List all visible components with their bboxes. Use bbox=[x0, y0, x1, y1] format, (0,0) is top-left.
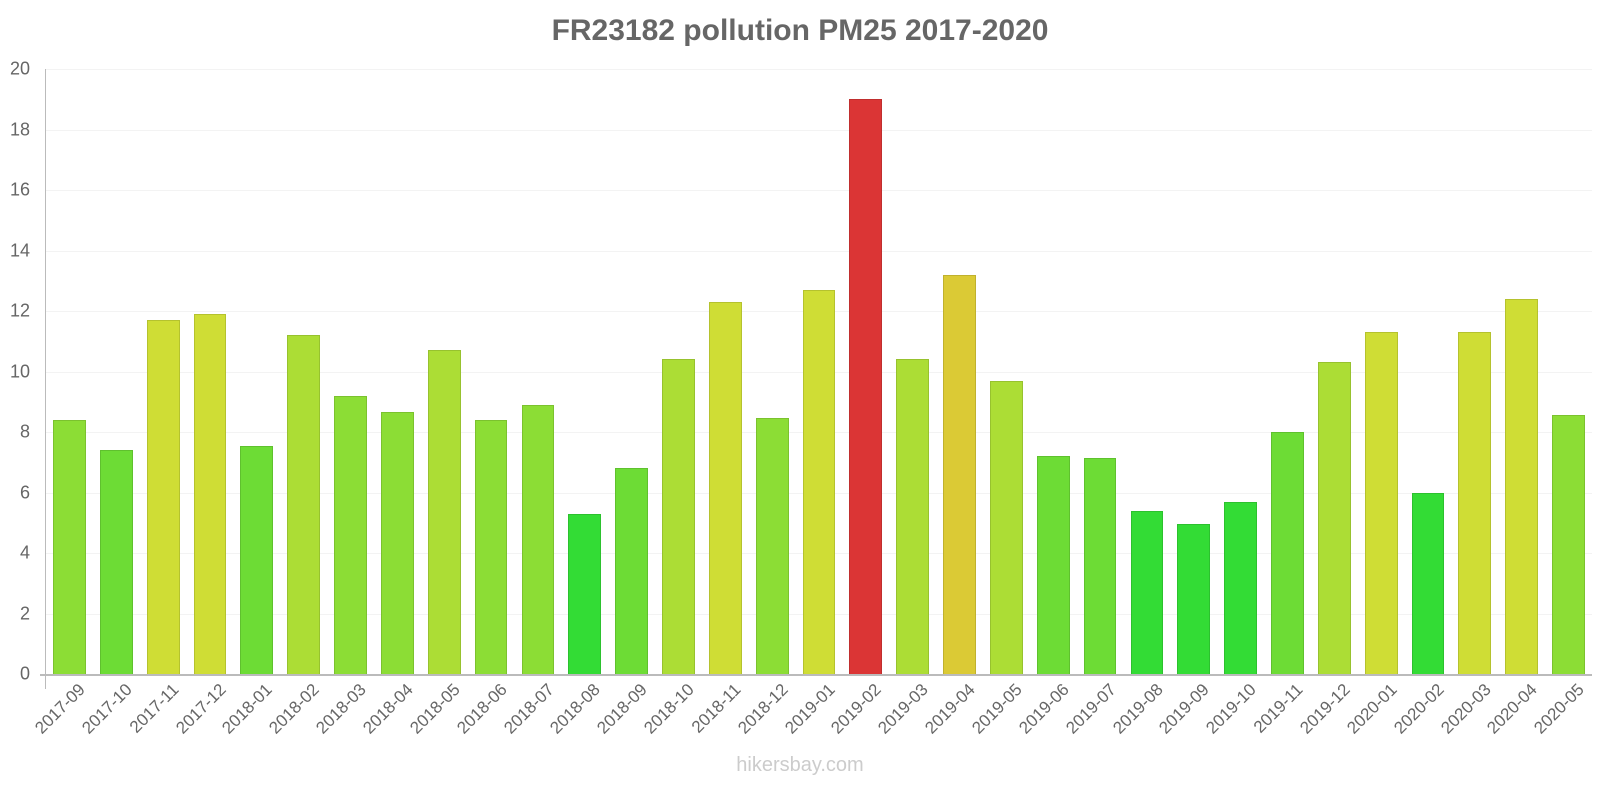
x-tick-label: 2018-01 bbox=[218, 680, 277, 738]
bar-2018-02[interactable] bbox=[287, 335, 321, 674]
x-tick-label: 2020-04 bbox=[1483, 680, 1542, 738]
x-axis-line bbox=[40, 674, 1592, 676]
x-tick-label: 2019-09 bbox=[1155, 680, 1214, 738]
x-tick-label: 2019-04 bbox=[921, 680, 979, 738]
bar-2018-09[interactable] bbox=[615, 468, 648, 674]
bar-2020-05[interactable] bbox=[1552, 415, 1585, 674]
gridline bbox=[46, 190, 1592, 191]
bar-2019-01[interactable] bbox=[802, 289, 836, 674]
bar-2017-12[interactable] bbox=[193, 314, 227, 674]
bar-2020-02[interactable] bbox=[1411, 492, 1445, 674]
bar-2020-04[interactable] bbox=[1505, 298, 1539, 674]
x-tick-label: 2018-12 bbox=[734, 680, 792, 738]
x-tick-label: 2020-02 bbox=[1389, 680, 1448, 738]
x-tick-label: 2020-05 bbox=[1530, 680, 1589, 738]
x-tick-label: 2019-07 bbox=[1061, 680, 1120, 738]
x-tick-label: 2018-11 bbox=[688, 680, 745, 737]
x-tick-label: 2020-03 bbox=[1436, 680, 1495, 738]
bar-2019-11[interactable] bbox=[1271, 432, 1304, 674]
x-tick-label: 2019-08 bbox=[1108, 680, 1167, 738]
bar-2017-11[interactable] bbox=[146, 320, 180, 674]
y-tick-label: 16 bbox=[9, 179, 30, 200]
y-tick-label: 18 bbox=[9, 119, 30, 139]
x-tick-label: 2019-11 bbox=[1250, 680, 1307, 737]
bar-2019-07[interactable] bbox=[1083, 457, 1117, 674]
x-tick-label: 2018-03 bbox=[312, 680, 370, 738]
bar-2018-05[interactable] bbox=[427, 350, 461, 674]
bar-2018-11[interactable] bbox=[708, 301, 742, 674]
y-tick-label: 4 bbox=[19, 542, 30, 563]
x-tick-label: 2020-01 bbox=[1343, 680, 1401, 738]
bar-2019-12[interactable] bbox=[1317, 362, 1351, 674]
bar-2020-01[interactable] bbox=[1364, 332, 1398, 674]
bar-2018-04[interactable] bbox=[380, 412, 414, 674]
gridline bbox=[46, 69, 1592, 70]
x-tick-label: 2017-12 bbox=[171, 680, 230, 738]
y-tick-label: 2 bbox=[19, 603, 30, 623]
bar-2019-04[interactable] bbox=[943, 274, 976, 674]
x-tick-label: 2017-10 bbox=[78, 680, 136, 738]
x-tick-label: 2019-03 bbox=[874, 680, 933, 738]
gridline bbox=[46, 129, 1592, 131]
x-tick-label: 2018-10 bbox=[640, 680, 698, 738]
bar-2017-09[interactable] bbox=[53, 419, 86, 674]
x-tick-label: 2019-06 bbox=[1015, 680, 1073, 738]
watermark: hikersbay.com bbox=[736, 754, 864, 776]
y-tick-label: 6 bbox=[19, 482, 30, 502]
bar-2020-03[interactable] bbox=[1458, 332, 1492, 674]
plot-area bbox=[46, 69, 1592, 674]
bar-2019-06[interactable] bbox=[1036, 456, 1070, 674]
bar-2019-10[interactable] bbox=[1224, 501, 1258, 674]
y-tick-label: 0 bbox=[19, 663, 30, 684]
bar-2018-06[interactable] bbox=[474, 419, 508, 674]
y-tick-label: 10 bbox=[9, 361, 30, 381]
x-tick-label: 2019-01 bbox=[780, 680, 839, 738]
x-tick-label: 2017-11 bbox=[125, 680, 183, 737]
bar-2017-10[interactable] bbox=[99, 450, 133, 674]
y-tick-label: 20 bbox=[9, 58, 30, 79]
x-tick-label: 2018-07 bbox=[499, 680, 558, 738]
bar-2018-03[interactable] bbox=[334, 395, 367, 674]
x-tick-label: 2019-05 bbox=[968, 680, 1026, 738]
bar-2019-05[interactable] bbox=[989, 380, 1023, 674]
y-tick-label: 8 bbox=[19, 421, 30, 442]
bar-2018-07[interactable] bbox=[521, 404, 555, 674]
bar-2019-08[interactable] bbox=[1130, 510, 1164, 674]
x-tick-label: 2018-04 bbox=[359, 680, 417, 738]
bar-2019-03[interactable] bbox=[896, 359, 930, 674]
chart-title: FR23182 pollution PM25 2017-2020 bbox=[551, 14, 1049, 47]
x-tick-label: 2018-05 bbox=[406, 680, 464, 738]
x-tick-label: 2018-09 bbox=[593, 680, 652, 738]
x-tick-label: 2017-09 bbox=[31, 680, 89, 738]
x-tick-label: 2018-02 bbox=[265, 680, 324, 738]
x-tick-label: 2019-12 bbox=[1296, 680, 1354, 738]
x-tick-label: 2018-06 bbox=[452, 680, 511, 738]
y-axis-line bbox=[45, 69, 46, 689]
x-tick-label: 2018-08 bbox=[546, 680, 605, 738]
bar-2019-02[interactable] bbox=[849, 99, 883, 674]
x-tick-label: 2019-02 bbox=[827, 680, 886, 738]
bar-2018-08[interactable] bbox=[568, 513, 602, 674]
x-tick-label: 2019-10 bbox=[1202, 680, 1261, 738]
gridline bbox=[46, 250, 1592, 252]
bar-2019-09[interactable] bbox=[1177, 524, 1211, 674]
bar-2018-01[interactable] bbox=[240, 445, 274, 674]
y-tick-label: 14 bbox=[9, 240, 30, 260]
bar-2018-10[interactable] bbox=[662, 359, 695, 674]
y-tick-label: 12 bbox=[9, 300, 30, 321]
bar-2018-12[interactable] bbox=[755, 418, 789, 674]
